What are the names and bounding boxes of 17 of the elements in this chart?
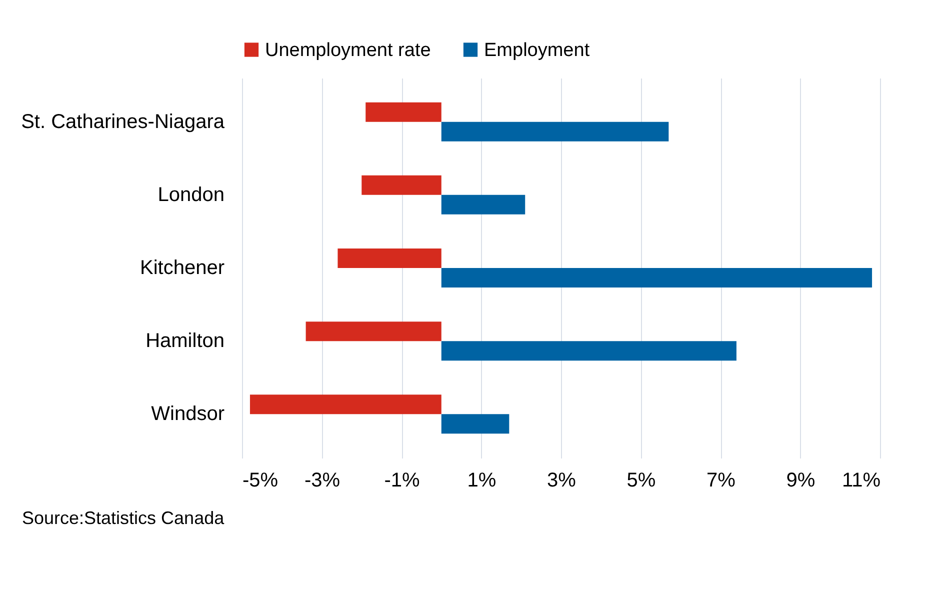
- x-tick-label: -1%: [384, 470, 420, 492]
- x-tick-label: 7%: [706, 470, 736, 492]
- x-tick-label: 11%: [842, 470, 881, 492]
- y-tick-label: Windsor: [151, 403, 225, 426]
- legend-label: Unemployment rate: [265, 40, 431, 61]
- y-tick-label: Hamilton: [146, 330, 224, 352]
- x-tick-label: -5%: [242, 470, 278, 492]
- y-tick-label: St. Catharines-Niagara: [21, 110, 226, 133]
- x-tick-label: -3%: [304, 470, 340, 492]
- x-tick-label: 1%: [467, 470, 496, 492]
- legend-label: Employment: [484, 40, 590, 61]
- x-tick-label: 9%: [786, 470, 816, 492]
- y-tick-label: Kitchener: [140, 257, 225, 279]
- source-note: Source:Statistics Canada: [22, 508, 226, 528]
- x-tick-label: 5%: [626, 470, 656, 492]
- y-tick-label: London: [158, 184, 224, 206]
- x-tick-label: 3%: [547, 470, 576, 492]
